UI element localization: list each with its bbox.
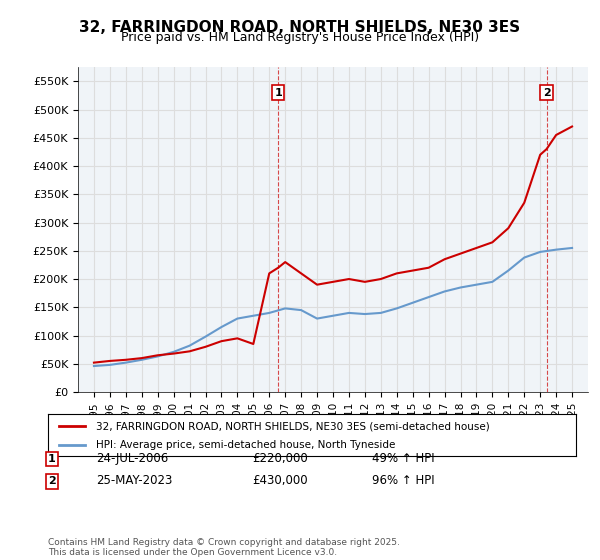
Text: 24-JUL-2006: 24-JUL-2006 — [96, 452, 168, 465]
Text: £430,000: £430,000 — [252, 474, 308, 487]
Text: 25-MAY-2023: 25-MAY-2023 — [96, 474, 172, 487]
Text: Price paid vs. HM Land Registry's House Price Index (HPI): Price paid vs. HM Land Registry's House … — [121, 31, 479, 44]
Text: HPI: Average price, semi-detached house, North Tyneside: HPI: Average price, semi-detached house,… — [95, 440, 395, 450]
Text: 32, FARRINGDON ROAD, NORTH SHIELDS, NE30 3ES: 32, FARRINGDON ROAD, NORTH SHIELDS, NE30… — [79, 20, 521, 35]
Text: £220,000: £220,000 — [252, 452, 308, 465]
Text: 2: 2 — [542, 87, 550, 97]
Text: 1: 1 — [274, 87, 282, 97]
Text: 2: 2 — [48, 477, 56, 487]
Text: Contains HM Land Registry data © Crown copyright and database right 2025.
This d: Contains HM Land Registry data © Crown c… — [48, 538, 400, 557]
Text: 1: 1 — [48, 454, 56, 464]
Text: 49% ↑ HPI: 49% ↑ HPI — [372, 452, 434, 465]
Text: 96% ↑ HPI: 96% ↑ HPI — [372, 474, 434, 487]
Text: 32, FARRINGDON ROAD, NORTH SHIELDS, NE30 3ES (semi-detached house): 32, FARRINGDON ROAD, NORTH SHIELDS, NE30… — [95, 421, 489, 431]
